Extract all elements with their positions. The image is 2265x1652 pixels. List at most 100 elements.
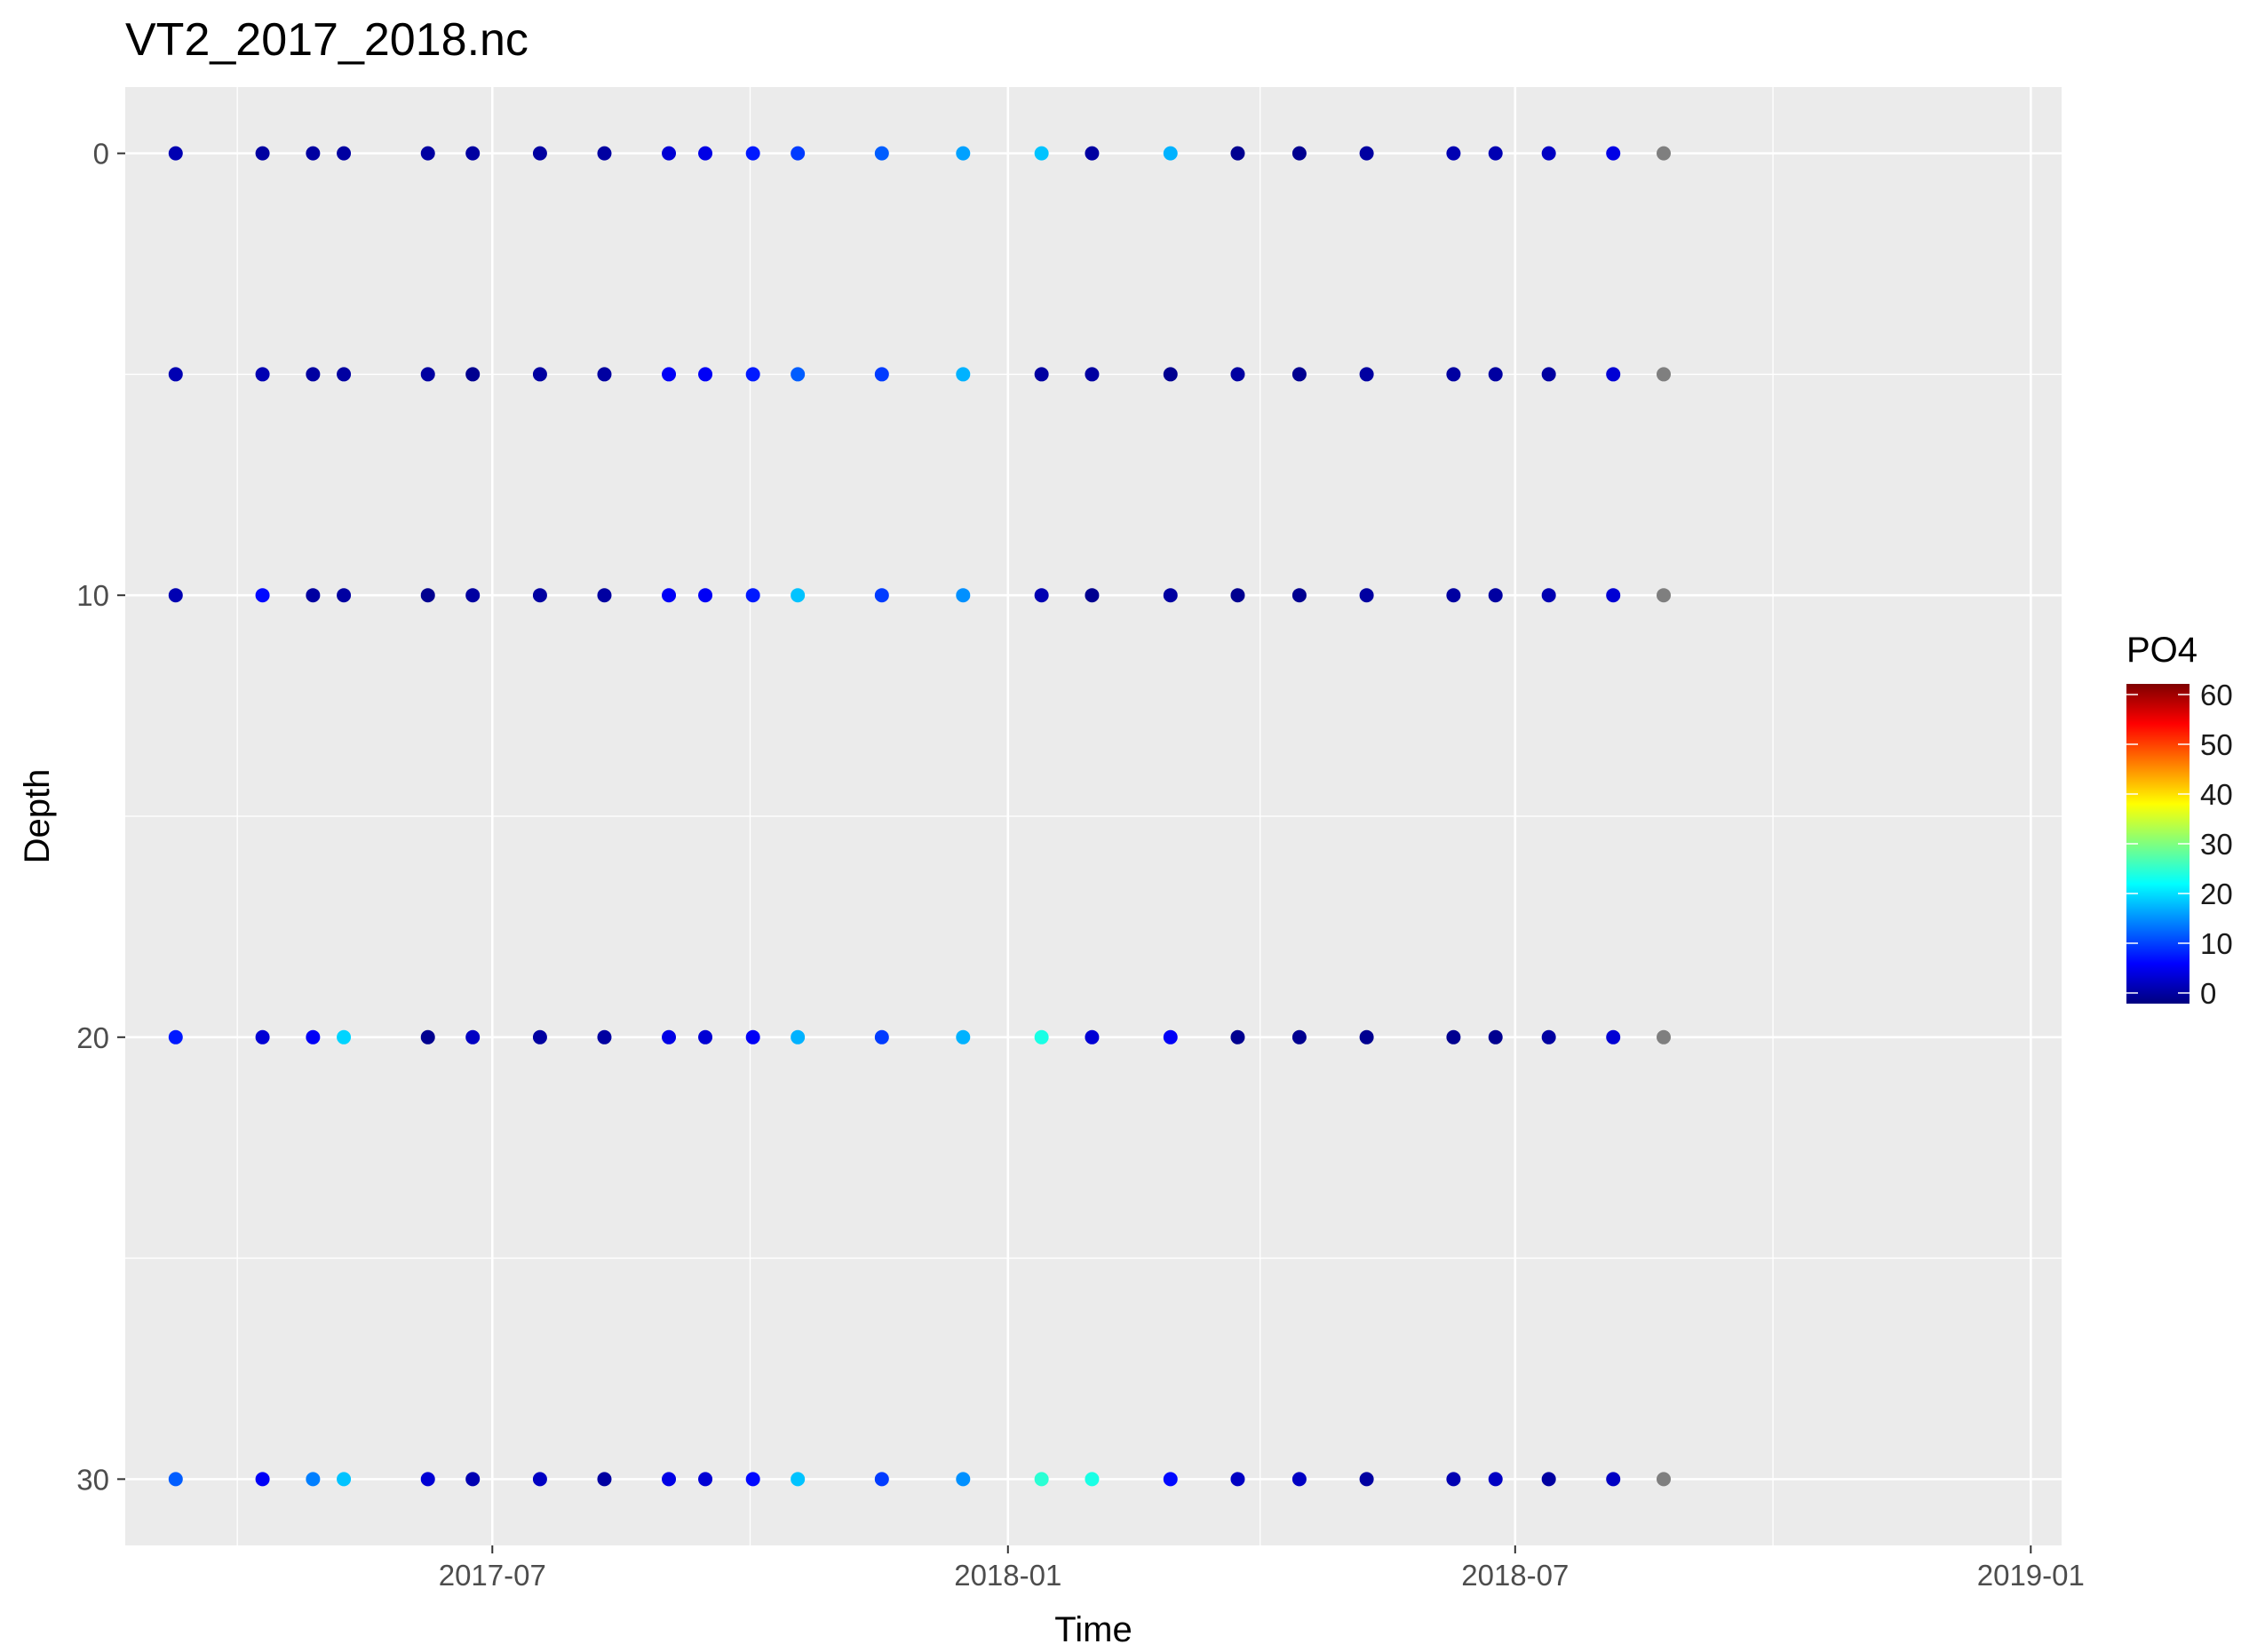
data-point	[1291, 1029, 1307, 1044]
data-point	[1230, 367, 1245, 382]
data-point	[465, 1472, 481, 1487]
data-point	[662, 1029, 677, 1044]
data-point	[420, 367, 435, 382]
data-point	[1230, 1029, 1245, 1044]
data-point	[306, 1029, 321, 1044]
data-point	[465, 1029, 481, 1044]
legend-tick-label: 20	[2200, 878, 2233, 910]
data-point	[791, 588, 806, 603]
data-point	[662, 367, 677, 382]
data-point	[420, 588, 435, 603]
data-point	[874, 588, 889, 603]
data-point	[956, 588, 971, 603]
data-point	[874, 146, 889, 161]
data-point	[337, 146, 352, 161]
data-point	[662, 588, 677, 603]
data-point	[255, 1029, 270, 1044]
legend-tick-label: 10	[2200, 927, 2233, 960]
data-point	[1359, 1472, 1374, 1487]
data-point	[1488, 1029, 1503, 1044]
data-point	[465, 146, 481, 161]
data-point	[1359, 588, 1374, 603]
data-point	[168, 367, 183, 382]
data-point	[1488, 367, 1503, 382]
data-point	[597, 146, 612, 161]
y-axis: 0 10 20 30	[76, 138, 125, 1496]
data-point	[1085, 1029, 1100, 1044]
data-point	[1488, 1472, 1503, 1487]
data-point	[956, 367, 971, 382]
data-point	[1488, 588, 1503, 603]
data-point	[1488, 146, 1503, 161]
data-point	[597, 588, 612, 603]
data-points	[168, 146, 1672, 1487]
data-point	[1230, 146, 1245, 161]
data-point	[1291, 1472, 1307, 1487]
data-point	[1291, 588, 1307, 603]
data-point	[1163, 1472, 1178, 1487]
data-point	[1034, 588, 1049, 603]
x-tick-label: 2019-01	[1977, 1559, 2085, 1592]
data-point	[874, 1029, 889, 1044]
data-point	[791, 367, 806, 382]
y-axis-title: Depth	[18, 769, 57, 864]
data-point	[1606, 588, 1621, 603]
data-point	[1359, 367, 1374, 382]
data-point	[306, 588, 321, 603]
data-point	[1446, 1029, 1461, 1044]
legend-tick-label: 50	[2200, 728, 2233, 761]
data-point	[874, 367, 889, 382]
data-point	[1657, 588, 1672, 603]
data-point	[956, 1472, 971, 1487]
data-point	[420, 1029, 435, 1044]
legend-tick-label: 30	[2200, 828, 2233, 861]
data-point	[1291, 146, 1307, 161]
data-point	[1230, 588, 1245, 603]
data-point	[791, 146, 806, 161]
data-point	[662, 1472, 677, 1487]
data-point	[1446, 588, 1461, 603]
data-point	[1541, 588, 1556, 603]
data-point	[745, 1029, 760, 1044]
data-point	[1446, 146, 1461, 161]
data-point	[465, 367, 481, 382]
data-point	[532, 588, 547, 603]
data-point	[420, 146, 435, 161]
y-tick-label: 30	[76, 1463, 109, 1496]
data-point	[1163, 146, 1178, 161]
data-point	[420, 1472, 435, 1487]
data-point	[745, 367, 760, 382]
legend-tick-label: 0	[2200, 977, 2216, 1010]
legend-title: PO4	[2126, 631, 2197, 670]
data-point	[874, 1472, 889, 1487]
legend: PO4 0 10 20 30 40 50 60	[2126, 631, 2233, 1010]
data-point	[337, 588, 352, 603]
data-point	[1657, 1472, 1672, 1487]
data-point	[1085, 1472, 1100, 1487]
data-point	[465, 588, 481, 603]
data-point	[956, 146, 971, 161]
data-point	[306, 367, 321, 382]
data-point	[532, 367, 547, 382]
data-point	[168, 1472, 183, 1487]
data-point	[745, 1472, 760, 1487]
data-point	[791, 1472, 806, 1487]
data-point	[1291, 367, 1307, 382]
data-point	[1230, 1472, 1245, 1487]
data-point	[1606, 1029, 1621, 1044]
data-point	[698, 588, 713, 603]
data-point	[1446, 1472, 1461, 1487]
data-point	[597, 1029, 612, 1044]
data-point	[255, 1472, 270, 1487]
y-tick-label: 0	[93, 138, 109, 171]
data-point	[306, 146, 321, 161]
x-tick-label: 2018-01	[954, 1559, 1061, 1592]
data-point	[597, 367, 612, 382]
data-point	[1446, 367, 1461, 382]
data-point	[1606, 146, 1621, 161]
data-point	[1359, 1029, 1374, 1044]
y-tick-label: 20	[76, 1021, 109, 1054]
data-point	[255, 146, 270, 161]
data-point	[337, 367, 352, 382]
